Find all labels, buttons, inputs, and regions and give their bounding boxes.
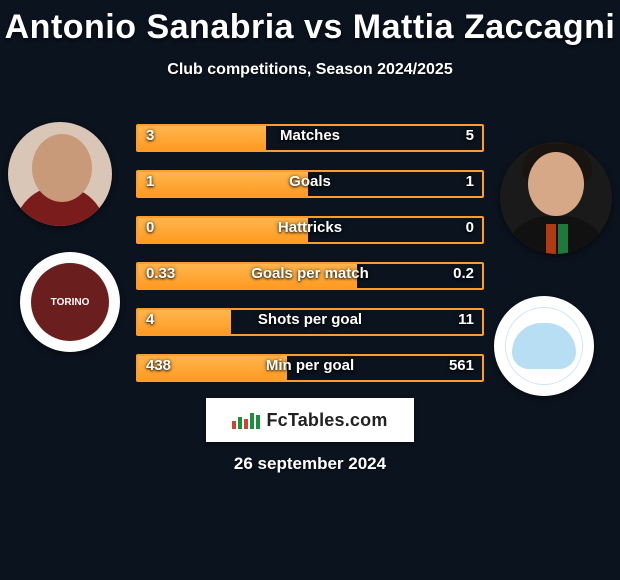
stat-label: Shots per goal bbox=[136, 311, 484, 328]
club-right-logo bbox=[494, 296, 594, 396]
stat-right-value: 1 bbox=[466, 173, 474, 190]
stat-row: 3Matches5 bbox=[136, 124, 484, 152]
stat-label: Goals bbox=[136, 173, 484, 190]
stat-right-value: 0 bbox=[466, 219, 474, 236]
stat-right-value: 0.2 bbox=[453, 265, 474, 282]
stat-label: Matches bbox=[136, 127, 484, 144]
stat-row: 4Shots per goal11 bbox=[136, 308, 484, 336]
bars-icon bbox=[232, 411, 260, 429]
stat-right-value: 11 bbox=[458, 311, 474, 328]
stat-row: 1Goals1 bbox=[136, 170, 484, 198]
source-text: FcTables.com bbox=[266, 410, 387, 431]
eagle-icon bbox=[512, 323, 576, 369]
stat-label: Min per goal bbox=[136, 357, 484, 374]
stat-row: 438Min per goal561 bbox=[136, 354, 484, 382]
club-left-name: TORINO bbox=[51, 297, 90, 308]
stat-right-value: 5 bbox=[466, 127, 474, 144]
stat-label: Goals per match bbox=[136, 265, 484, 282]
player-left-avatar bbox=[8, 122, 112, 226]
player-right-avatar bbox=[500, 142, 612, 254]
club-left-logo: TORINO bbox=[20, 252, 120, 352]
date-text: 26 september 2024 bbox=[0, 454, 620, 474]
stat-right-value: 561 bbox=[449, 357, 474, 374]
page-title: Antonio Sanabria vs Mattia Zaccagni bbox=[0, 0, 620, 47]
comparison-chart: 3Matches5 1Goals1 0Hattricks0 0.33Goals per… bbox=[136, 124, 484, 400]
stat-label: Hattricks bbox=[136, 219, 484, 236]
stat-row: 0.33Goals per match0.2 bbox=[136, 262, 484, 290]
stat-row: 0Hattricks0 bbox=[136, 216, 484, 244]
source-badge: FcTables.com bbox=[206, 398, 414, 442]
page-subtitle: Club competitions, Season 2024/2025 bbox=[0, 61, 620, 79]
